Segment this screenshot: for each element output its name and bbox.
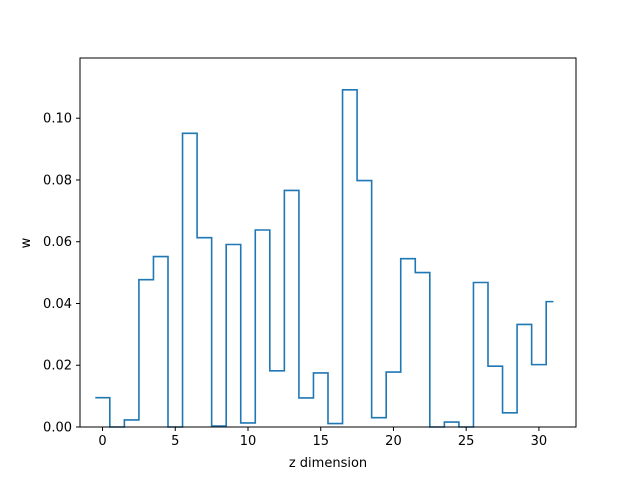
x-tick-label: 25 [458, 434, 475, 449]
axes-frame [79, 57, 577, 428]
y-tick-label: 0.08 [43, 173, 72, 188]
y-tick-label: 0.02 [43, 359, 72, 374]
x-tick-label: 0 [98, 434, 106, 449]
x-axis-label: z dimension [289, 456, 367, 471]
x-tick-label: 20 [385, 434, 402, 449]
y-tick-label: 0.04 [43, 297, 72, 312]
x-tick-label: 15 [312, 434, 329, 449]
x-tick-label: 5 [171, 434, 179, 449]
x-tick-label: 30 [531, 434, 548, 449]
x-axis: 0 5 10 15 20 25 30 [98, 427, 547, 449]
y-tick-label: 0.00 [43, 421, 72, 436]
x-tick-label: 10 [240, 434, 257, 449]
y-axis-label: w [19, 237, 34, 248]
y-tick-label: 0.10 [43, 112, 72, 127]
y-axis: 0.00 0.02 0.04 0.06 0.08 0.10 [43, 112, 80, 436]
y-tick-label: 0.06 [43, 235, 72, 250]
